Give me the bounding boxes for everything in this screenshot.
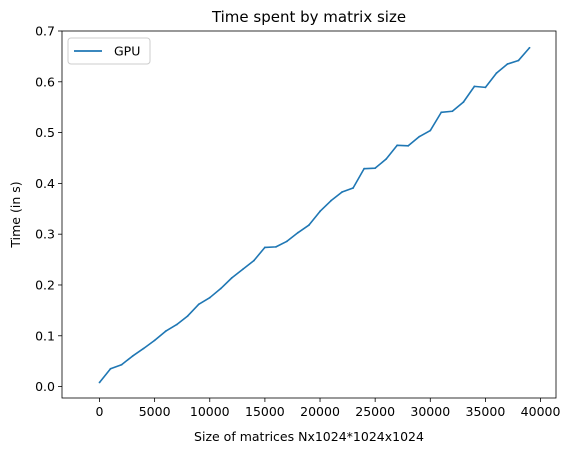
y-tick-label: 0.5 (35, 125, 55, 140)
data-point (451, 110, 454, 113)
x-tick-label: 15000 (245, 404, 285, 419)
y-tick-label: 0.4 (35, 176, 55, 191)
data-point (263, 246, 266, 249)
data-point (308, 224, 310, 226)
data-point (528, 46, 531, 49)
data-point (484, 86, 487, 89)
chart-title: Time spent by matrix size (211, 8, 406, 26)
data-point (142, 347, 145, 350)
y-tick-label: 0.1 (35, 328, 55, 343)
data-point (506, 63, 509, 65)
data-point (418, 135, 421, 138)
data-point (208, 296, 211, 299)
x-tick-label: 35000 (466, 404, 506, 419)
series-points (98, 46, 531, 384)
data-point (352, 187, 355, 189)
data-point (495, 72, 498, 75)
y-tick-label: 0.3 (35, 227, 55, 242)
data-point (297, 231, 299, 234)
x-tick-label: 20000 (300, 404, 340, 419)
data-point (131, 355, 134, 357)
data-point (341, 191, 343, 193)
y-tick-label: 0.2 (35, 277, 55, 292)
data-point (517, 59, 520, 62)
data-point (462, 101, 465, 104)
data-point (164, 330, 167, 333)
data-point (175, 323, 178, 326)
data-point (241, 268, 244, 271)
x-axis-title: Size of matrices Nx1024*1024x1024 (194, 429, 424, 444)
data-point (120, 363, 123, 366)
data-point (230, 276, 233, 279)
y-axis-ticks: 0.0 0.1 0.2 0.3 0.4 0.5 0.6 0.7 (35, 24, 62, 394)
data-point (319, 210, 321, 213)
data-point (407, 144, 410, 147)
x-tick-label: 10000 (190, 404, 230, 419)
x-tick-label: 25000 (355, 404, 395, 419)
data-point (330, 199, 332, 202)
data-point (153, 339, 156, 342)
y-tick-label: 0.0 (35, 379, 55, 394)
x-axis-ticks: 0 5000 10000 15000 20000 25000 30000 35000 40000 (96, 398, 561, 419)
x-tick-label: 5000 (139, 404, 171, 419)
x-tick-label: 30000 (410, 404, 450, 419)
y-tick-label: 0.6 (35, 74, 55, 89)
legend: GPU (67, 37, 151, 65)
y-axis-title: Time (in s) (8, 181, 23, 248)
data-point (286, 240, 288, 243)
data-point (219, 287, 222, 290)
data-point (98, 381, 101, 384)
data-point (440, 111, 443, 114)
y-tick-label: 0.7 (35, 24, 55, 39)
data-point (275, 245, 277, 248)
plot-frame (61, 30, 557, 399)
data-point (197, 303, 200, 306)
x-tick-label: 0 (96, 404, 104, 419)
data-point (109, 367, 112, 370)
series-line-gpu (98, 47, 531, 384)
data-point (374, 167, 377, 170)
data-point (363, 167, 366, 170)
data-point (186, 315, 189, 317)
data-point (252, 259, 255, 262)
legend-box (67, 37, 151, 65)
data-point (385, 158, 388, 160)
data-point (473, 85, 476, 88)
x-tick-label: 40000 (521, 404, 561, 419)
data-point (429, 129, 432, 132)
data-point (396, 144, 399, 147)
legend-label-gpu: GPU (114, 44, 140, 59)
